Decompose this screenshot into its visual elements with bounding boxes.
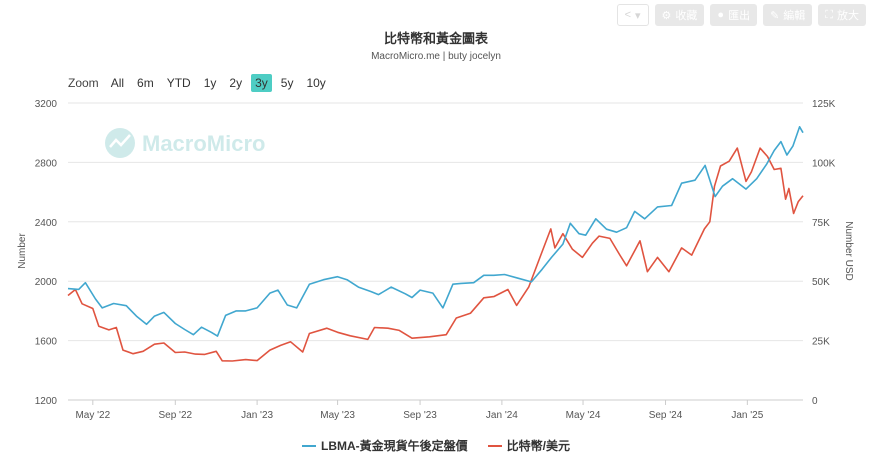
watermark: MacroMicro [105,128,265,158]
chart-toolbar: < ▾ ⚙ 收藏 ● 匯出 ✎ 編輯 ⛶ 放大 [616,4,866,26]
range-button-ytd[interactable]: YTD [166,76,191,90]
share-button[interactable]: < ▾ [616,4,649,26]
y-tick-left-label: 2400 [35,218,58,229]
x-axis: May '22 Sep '22 Jan '23 May '23 Sep '23 Jan '… [75,400,764,421]
legend-swatch-btc [487,444,502,447]
user-icon: ● [717,9,725,21]
collect-button[interactable]: ⚙ 收藏 [654,4,705,26]
y-tick-right-label: 125K [812,99,836,110]
expand-icon: ⛶ [825,8,833,21]
y-tick-right-label: 100K [812,158,836,169]
chart-subtitle: MacroMicro.me | buty jocelyn [371,51,501,62]
x-tick-label: Sep '23 [403,410,437,421]
x-tick-label: Jan '24 [486,410,518,421]
share-icon: < [624,9,632,21]
y-tick-left-label: 2000 [35,277,58,288]
pencil-icon: ✎ [770,9,780,22]
range-button-1y[interactable]: 1y [203,76,217,90]
x-tick-label: Jan '25 [731,410,763,421]
y-axis-right-label: Number USD [843,221,854,280]
watermark-text: MacroMicro [142,131,265,156]
y-axis-left-label: Number [17,233,28,269]
y-axis-right: 0 25K 50K 75K 100K 125K [812,99,836,407]
range-button-all[interactable]: All [110,76,125,90]
y-tick-right-label: 0 [812,396,818,407]
range-button-10y[interactable]: 10y [306,76,326,90]
legend-item-btc[interactable]: 比特幣/美元 [487,437,570,454]
chart-title: 比特幣和黃金圖表 [383,31,488,46]
y-tick-right-label: 25K [812,337,830,348]
y-tick-left-label: 1200 [35,396,58,407]
x-tick-label: Sep '22 [158,410,192,421]
range-button-3y[interactable]: 3y [251,74,272,92]
collect-label: 收藏 [675,10,698,22]
x-tick-label: May '22 [75,410,110,421]
share-chevron-icon: ▾ [635,9,641,22]
y-tick-right-label: 75K [812,218,830,229]
gold-price-line [67,126,804,337]
y-tick-left-label: 3200 [35,99,58,110]
watermark-logo-mark [109,134,131,148]
legend-label-gold: LBMA-黃金現貨午後定盤價 [321,439,468,453]
x-tick-label: Jan '23 [241,410,273,421]
grid [68,102,803,401]
export-label: 匯出 [728,10,751,22]
export-button[interactable]: ● 匯出 [710,4,758,26]
legend-label-btc: 比特幣/美元 [506,439,570,453]
legend-swatch-gold [302,444,316,447]
legend: LBMA-黃金現貨午後定盤價 比特幣/美元 [0,437,872,454]
bitcoin-price-line [67,147,804,362]
fullscreen-label: 放大 [837,10,859,22]
range-button-2y[interactable]: 2y [229,76,243,90]
series [67,126,804,362]
range-button-6m[interactable]: 6m [137,76,154,90]
x-tick-label: May '23 [320,410,355,421]
gear-icon: ⚙ [661,9,672,22]
y-axis-left: 1200 1600 2000 2400 2800 3200 [35,99,58,407]
range-button-5y[interactable]: 5y [280,76,294,90]
edit-label: 編輯 [783,10,806,22]
y-tick-left-label: 2800 [35,158,58,169]
x-tick-label: Sep '24 [649,410,683,421]
watermark-logo-icon [105,128,135,158]
edit-button[interactable]: ✎ 編輯 [763,4,813,26]
y-tick-left-label: 1600 [35,337,58,348]
fullscreen-button[interactable]: ⛶ 放大 [818,4,866,26]
zoom-label: Zoom [68,76,99,90]
range-selector: Zoom All 6m YTD 1y 2y 3y 5y 10y [68,74,335,92]
x-tick-label: May '24 [566,410,601,421]
legend-item-gold[interactable]: LBMA-黃金現貨午後定盤價 [302,437,468,454]
y-tick-right-label: 50K [812,277,830,288]
